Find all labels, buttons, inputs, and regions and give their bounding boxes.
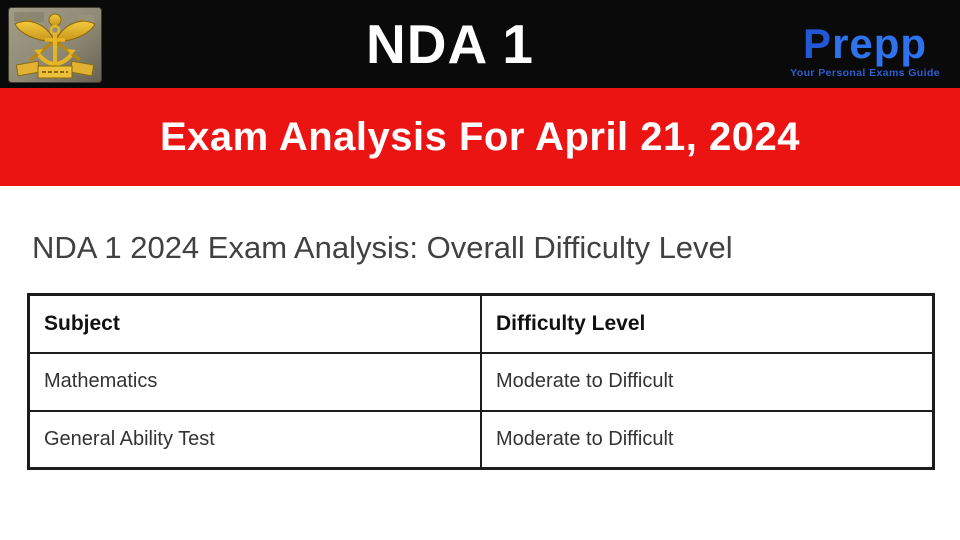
- header-bar: NDA 1 Prepp Your Personal Exams Guide: [0, 0, 960, 88]
- difficulty-cell: Moderate to Difficult: [480, 351, 935, 412]
- column-header-subject: Subject: [27, 293, 482, 354]
- table-header-row: Subject Difficulty Level: [27, 293, 935, 354]
- brand-name: Prepp: [803, 20, 928, 67]
- difficulty-cell: Moderate to Difficult: [480, 409, 935, 470]
- subject-cell: Mathematics: [27, 351, 482, 412]
- banner-title: Exam Analysis For April 21, 2024: [159, 114, 800, 159]
- column-header-difficulty: Difficulty Level: [480, 293, 935, 354]
- page-title: NDA 1: [366, 13, 534, 75]
- difficulty-table: Subject Difficulty Level Mathematics Mod…: [27, 293, 935, 470]
- table-row: General Ability Test Moderate to Difficu…: [27, 409, 935, 470]
- brand-tagline: Your Personal Exams Guide: [790, 66, 940, 79]
- analysis-heading: NDA 1 2024 Exam Analysis: Overall Diffic…: [32, 230, 733, 265]
- table-row: Mathematics Moderate to Difficult: [27, 351, 935, 412]
- exam-date-banner: Exam Analysis For April 21, 2024: [0, 88, 960, 186]
- nda-crest-icon: [8, 7, 102, 83]
- brand-logo: Prepp Your Personal Exams Guide: [790, 20, 940, 79]
- subject-cell: General Ability Test: [27, 409, 482, 470]
